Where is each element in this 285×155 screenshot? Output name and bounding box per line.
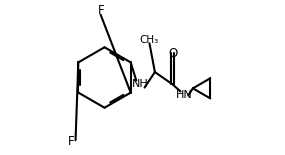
Text: F: F [68, 135, 75, 148]
Text: F: F [98, 4, 105, 17]
Text: CH₃: CH₃ [139, 35, 158, 45]
Text: O: O [168, 47, 177, 60]
Text: NH: NH [132, 80, 148, 89]
Text: HN: HN [176, 90, 193, 100]
